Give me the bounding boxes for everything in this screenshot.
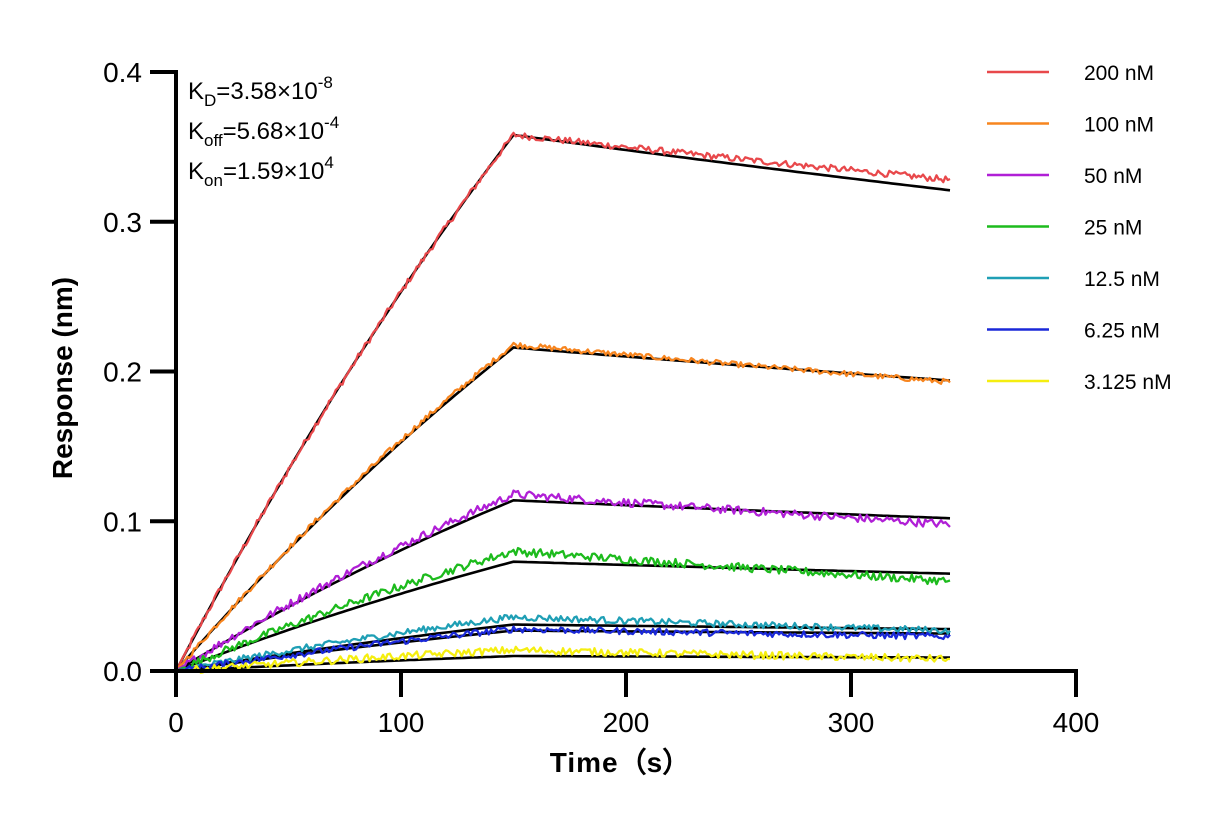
x-tick-label: 200 [603, 707, 650, 738]
x-axis-title: Time（s） [550, 746, 690, 778]
x-tick-label: 0 [168, 707, 184, 738]
data-series [175, 131, 951, 674]
series-line [175, 131, 951, 672]
kinetic-constant: KD=3.58×10-8 [188, 73, 333, 110]
series-line [175, 341, 951, 672]
series-line [175, 613, 951, 673]
kinetic-constant: Kon=1.59×104 [188, 153, 334, 190]
x-ticks: 0 100 200 300 400 [168, 671, 1099, 738]
fit-curve [175, 498, 951, 673]
y-tick-label: 0.4 [103, 57, 142, 88]
y-tick-label: 0.3 [103, 207, 142, 238]
x-axis-title-text: Time [550, 747, 619, 778]
series-line [175, 489, 951, 672]
x-tick-label: 400 [1053, 707, 1100, 738]
legend-label: 50 nM [1084, 165, 1142, 188]
kinetic-constant: Koff=5.68×10-4 [188, 113, 339, 150]
legend-label: 25 nM [1084, 217, 1142, 240]
y-tick-label: 0.1 [103, 506, 142, 537]
x-tick-label: 300 [828, 707, 875, 738]
series-line [175, 546, 951, 672]
series-line [176, 645, 950, 674]
fit-curve [175, 346, 951, 672]
legend-label: 200 nM [1084, 62, 1154, 85]
x-tick-label: 100 [378, 707, 425, 738]
fit-curve [175, 560, 951, 673]
y-tick-label: 0.2 [103, 357, 142, 388]
fit-curve [174, 133, 951, 672]
fit-curves [174, 133, 951, 673]
legend-label: 100 nM [1084, 114, 1154, 137]
y-axis-title: Response (nm) [47, 277, 78, 479]
legend-label: 6.25 nM [1084, 320, 1160, 343]
x-axis-title-unit: s [647, 747, 663, 778]
legend-label: 12.5 nM [1084, 268, 1160, 291]
legend: 200 nM 100 nM 50 nM 25 nM 12.5 nM 6.25 nM 3.12… [987, 62, 1172, 394]
legend-label: 3.125 nM [1084, 371, 1172, 394]
series-line [175, 625, 951, 673]
y-tick-label: 0.0 [103, 656, 142, 687]
y-ticks: 0.0 0.1 0.2 0.3 0.4 [103, 57, 176, 687]
